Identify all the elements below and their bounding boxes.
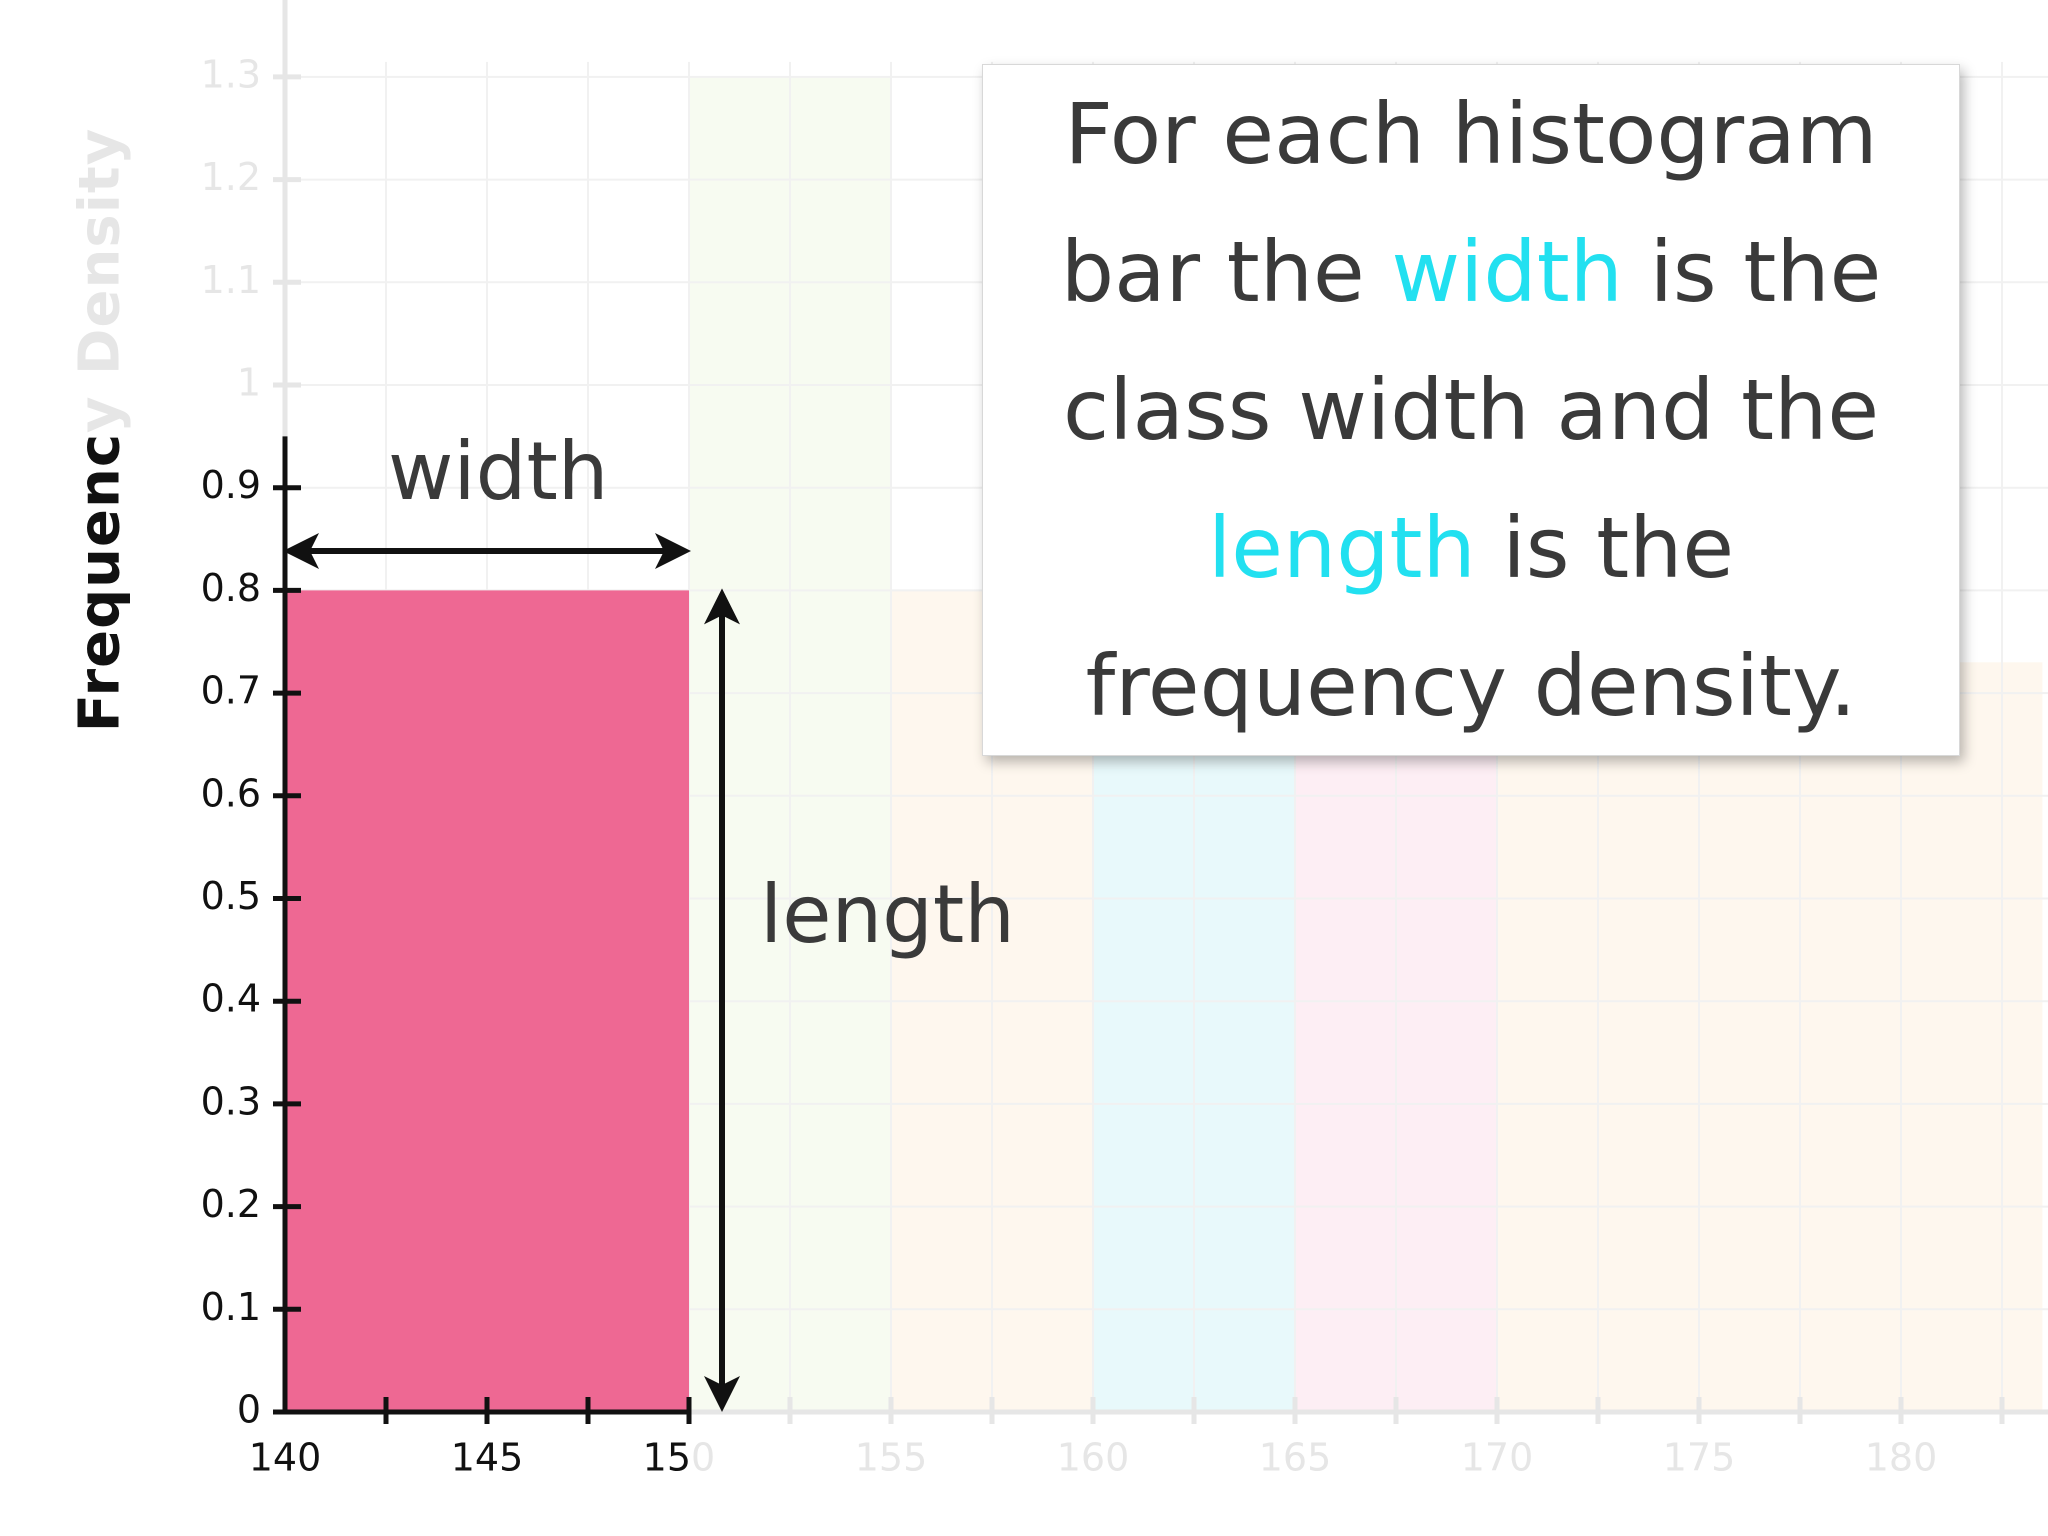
x-tick-label-faded: 170 [1461,1436,1534,1480]
y-tick-label: 0.6 [201,771,261,815]
explanation-callout: For each histogram bar the width is the … [982,64,1960,756]
x-tick-label-faded: 175 [1663,1436,1736,1480]
y-axis-label-visible: Frequenc [67,432,133,733]
x-tick-label-faded: 155 [855,1436,928,1480]
x-tick-label-faded: 165 [1259,1436,1332,1480]
background-bar-4 [1497,662,2043,1412]
x-tick-label-faded: 180 [1865,1436,1938,1480]
x-tick-label: 15 [643,1436,691,1480]
y-tick-label: 0.1 [201,1285,261,1329]
callout-line-2b: is the [1622,223,1882,321]
y-tick-label-faded: 1.2 [201,155,261,199]
y-tick-label-faded: 1.3 [201,52,261,96]
x-tick-label: 140 [249,1436,322,1480]
y-tick-label: 0.9 [201,463,261,507]
width-annotation: width [388,425,609,518]
callout-width-highlight: width [1391,223,1623,321]
y-tick-label: 0.2 [201,1182,261,1226]
y-axis-label-faded: y Density [67,127,133,433]
callout-line-4b: is the [1475,499,1735,597]
length-annotation: length [760,868,1015,961]
y-tick-label: 0 [237,1388,261,1432]
highlighted-bar [285,590,689,1412]
callout-text: For each histogram bar the width is the … [1021,65,1921,755]
callout-length-highlight: length [1207,499,1476,597]
y-tick-label: 0.8 [201,566,261,610]
y-tick-label: 0.4 [201,977,261,1021]
callout-line-3: class width and the [1062,361,1880,459]
y-axis-label: Frequency Density [68,128,133,732]
y-tick-label-faded: 1.1 [201,258,261,302]
callout-line-2a: bar the [1060,223,1392,321]
callout-line-5: frequency density. [1085,637,1857,735]
x-tick-label: 145 [451,1436,524,1480]
callout-line-1: For each histogram [1064,85,1878,183]
y-tick-label: 0.5 [201,874,261,918]
x-tick-label-faded-digit: 0 [691,1436,715,1480]
y-tick-label-faded: 1 [237,361,261,405]
y-tick-label: 0.3 [201,1079,261,1123]
y-tick-label: 0.7 [201,669,261,713]
x-tick-label-faded: 160 [1057,1436,1130,1480]
